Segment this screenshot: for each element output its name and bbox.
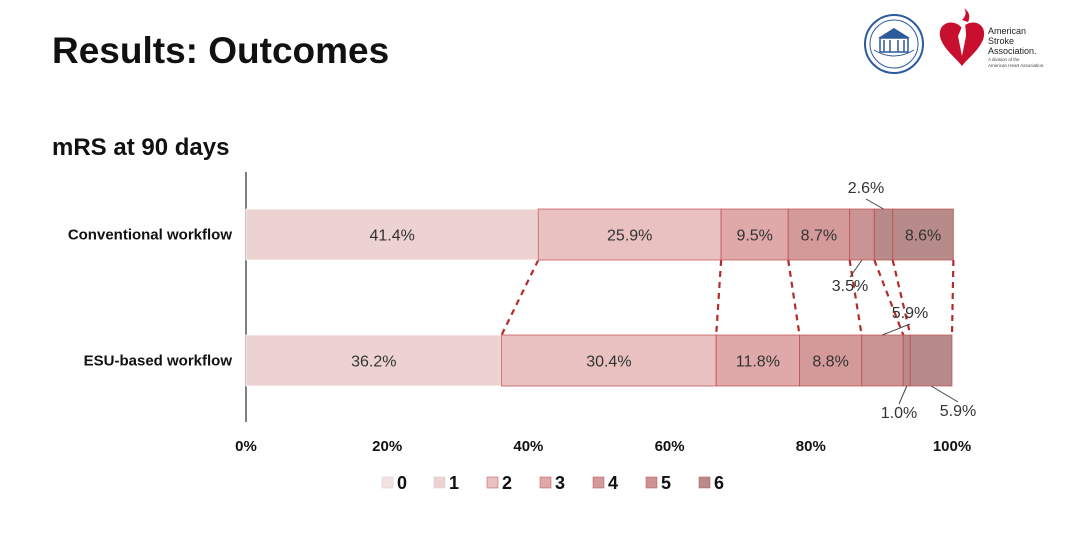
legend-label: 5	[661, 473, 671, 493]
connector-line	[500, 259, 540, 336]
aha-heart-torch-icon	[939, 8, 985, 67]
aha-line3: Association.	[988, 46, 1037, 56]
bar-conventional-seg-6	[873, 208, 894, 261]
bar-esu-seg-7	[909, 334, 953, 387]
category-label: Conventional workflow	[68, 227, 233, 244]
leader-line	[849, 259, 863, 278]
aha-logo-text: American Stroke Association. A division …	[988, 26, 1045, 68]
chart-subtitle: mRS at 90 days	[52, 134, 230, 161]
connector-line	[848, 259, 863, 336]
bars	[245, 208, 954, 387]
x-tick-label: 0%	[235, 438, 257, 455]
category-labels: Conventional workflow ESU-based workflow	[68, 227, 233, 370]
x-tick-label: 40%	[513, 438, 543, 455]
aha-line1: American	[988, 26, 1027, 36]
data-label: 8.7%	[801, 228, 837, 245]
data-label: 2.6%	[848, 180, 884, 197]
data-label: 3.5%	[832, 278, 868, 295]
leader-line	[898, 385, 908, 405]
data-label: 30.4%	[586, 354, 631, 371]
bar-conventional-seg-4	[787, 208, 851, 261]
aha-line2: Stroke	[988, 36, 1015, 46]
legend-swatch	[381, 476, 394, 489]
leader-line	[865, 198, 884, 210]
leader-line	[882, 323, 911, 336]
connector-lines	[500, 259, 955, 336]
legend-label: 0	[397, 473, 407, 493]
data-label: 41.4%	[369, 228, 414, 245]
bar-conventional-seg-7	[892, 208, 954, 261]
x-tick-labels: 0% 20% 40% 60% 80% 100%	[235, 438, 971, 455]
bar-esu-seg-6	[902, 334, 911, 387]
data-label: 1.0%	[881, 405, 917, 422]
x-tick-label: 80%	[796, 438, 826, 455]
page-title: Results: Outcomes	[52, 30, 390, 71]
x-tick-label: 60%	[655, 438, 685, 455]
data-label: 8.8%	[812, 354, 848, 371]
legend-swatch	[645, 476, 658, 489]
data-label: 9.5%	[736, 228, 772, 245]
data-label: 11.8%	[736, 354, 780, 371]
connector-line	[715, 259, 723, 336]
legend-swatch	[698, 476, 711, 489]
connector-line	[950, 259, 955, 336]
legend-label: 6	[714, 473, 724, 493]
bar-conventional-seg-5	[849, 208, 875, 261]
legend: 0 1 2 3 4 5 6	[381, 473, 724, 493]
x-tick-label: 20%	[372, 438, 402, 455]
legend-swatch	[539, 476, 552, 489]
legend-label: 3	[555, 473, 565, 493]
bar-esu-seg-5	[861, 334, 904, 387]
aha-tagline: A division of the American Heart Associa…	[988, 57, 1045, 68]
data-labels: 41.4% 25.9% 9.5% 8.7% 3.5% 2.6% 8.6% 36.2% 30.4%…	[351, 180, 976, 422]
data-label: 5.9%	[940, 403, 976, 420]
leader-line	[930, 385, 959, 403]
legend-label: 1	[449, 473, 459, 493]
bar-conventional-seg-1	[245, 208, 539, 261]
legend-swatch	[433, 476, 446, 489]
data-label: 25.9%	[607, 228, 652, 245]
bar-conventional-seg-3	[720, 208, 789, 261]
x-tick-label: 100%	[933, 438, 971, 455]
connector-line	[891, 259, 912, 336]
connector-line	[873, 259, 905, 336]
data-label: 36.2%	[351, 354, 396, 371]
data-label: 8.6%	[905, 228, 941, 245]
legend-swatch	[592, 476, 605, 489]
legend-label: 4	[608, 473, 618, 493]
bar-esu-seg-3	[715, 334, 801, 387]
bar-conventional-seg-2	[537, 208, 722, 261]
legend-swatch	[486, 476, 499, 489]
hospital-seal-icon	[864, 14, 924, 74]
bar-esu-seg-1	[245, 334, 502, 387]
legend-label: 2	[502, 473, 512, 493]
data-label: 5.9%	[892, 305, 928, 322]
logo-area	[864, 8, 985, 74]
connector-line	[787, 259, 801, 336]
category-label: ESU-based workflow	[84, 353, 233, 370]
